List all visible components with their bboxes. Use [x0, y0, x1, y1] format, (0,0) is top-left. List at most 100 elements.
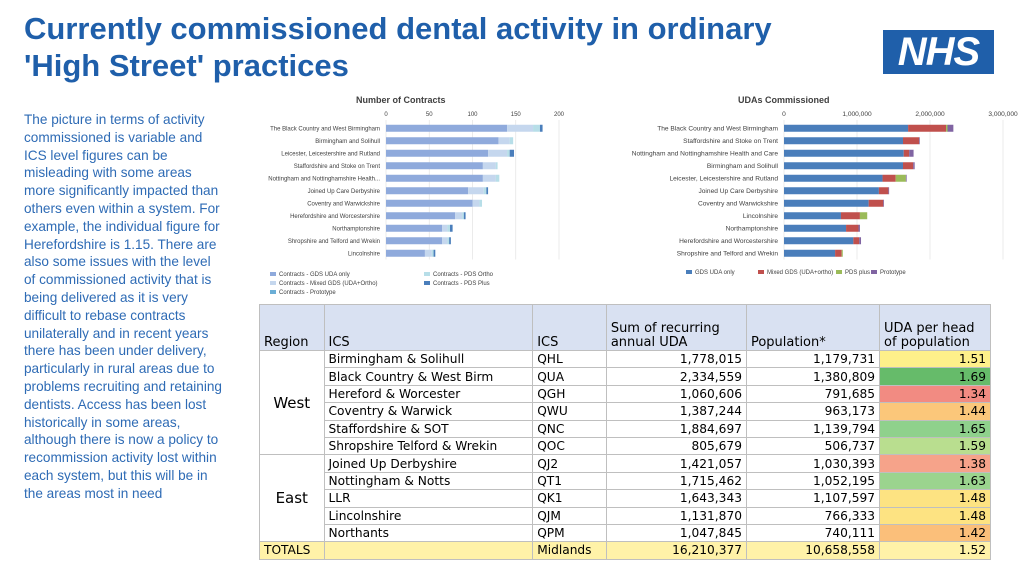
population-cell: 1,052,195	[745, 471, 881, 491]
table-row: Nottingham & Notts QT1 1,715,462 1,052,195 1…	[260, 471, 991, 491]
bar-segment	[482, 174, 496, 182]
uda-per-head-table: Region ICS ICS Sum of recurring annual U…	[259, 304, 991, 560]
legend-swatch	[424, 281, 430, 286]
bar-segment	[784, 137, 903, 145]
per-head-cell: 1.69	[879, 367, 991, 386]
category-label: Shropshire and Telford and Wrekin	[288, 239, 380, 245]
header-per-head: UDA per head of population	[879, 304, 991, 351]
bar-segment	[447, 224, 451, 232]
bar-segment	[386, 212, 456, 220]
bar-segment	[386, 224, 443, 232]
bar-segment	[903, 149, 910, 157]
per-head-cell: 1.44	[879, 402, 991, 421]
totals-uda-cell: 16,210,377	[605, 541, 747, 560]
legend-item: Contracts - Prototype	[270, 290, 336, 296]
ics-code-cell: QUA	[532, 367, 607, 386]
population-cell: 963,173	[745, 402, 881, 421]
uda-cell: 2,334,559	[605, 367, 747, 386]
bar-segment	[784, 174, 883, 182]
legend-item: Contracts - GDS UDA only	[270, 272, 350, 278]
header-uda: Sum of recurring annual UDA	[605, 304, 747, 351]
category-label: The Black Country and West Birmingham	[270, 126, 380, 132]
x-tick-label: 150	[511, 112, 522, 118]
bar-segment	[947, 124, 954, 132]
bar-segment	[472, 199, 480, 207]
table-row: West Birmingham & Solihull QHL 1,778,015 1,1…	[259, 349, 991, 456]
table-row: Coventry & Warwick QWU 1,387,244 963,173 1.4…	[260, 402, 991, 421]
x-tick-label: 200	[554, 112, 564, 118]
bar-segment	[386, 249, 425, 257]
ics-code-cell: QK1	[532, 489, 607, 508]
totals-population-cell: 10,658,558	[745, 541, 881, 560]
contracts-chart: 0 50 100 150 200 The Black Country and West B…	[268, 112, 564, 260]
population-cell: 506,737	[745, 436, 881, 456]
bar-segment	[888, 187, 890, 195]
legend-swatch	[836, 270, 842, 275]
ics-code-cell: QJ2	[532, 454, 607, 473]
body-text: The picture in terms of activity commiss…	[24, 112, 222, 501]
ics-name-cell: Staffordshire & SOT	[323, 419, 534, 438]
bar-segment	[539, 124, 543, 132]
bar-segment	[495, 174, 500, 182]
bar-segment	[442, 237, 448, 245]
ics-code-cell: QOC	[532, 436, 607, 456]
per-head-cell: 1.59	[879, 436, 991, 456]
bar-segment	[909, 149, 914, 157]
bar-segment	[386, 174, 483, 182]
per-head-cell: 1.48	[879, 506, 991, 525]
ics-name-cell: Nottingham & Notts	[323, 471, 534, 491]
uda-cell: 1,643,343	[605, 489, 747, 508]
bar-segment	[509, 149, 515, 157]
header-ics-name: ICS	[323, 304, 534, 351]
category-label: Nottingham and Nottinghamshire Health an…	[632, 150, 779, 157]
bar-segment	[463, 212, 466, 220]
bar-segment	[433, 249, 436, 257]
bar-segment	[784, 199, 869, 207]
legend-item: Contracts - PDS Plus	[424, 281, 490, 287]
legend-item: PDS plus	[836, 270, 870, 276]
bar-segment	[468, 187, 484, 195]
udas-legend: GDS UDA only Mixed GDS (UDA+ortho) PDS plu…	[686, 270, 926, 292]
bar-segment	[483, 187, 487, 195]
per-head-cell: 1.34	[879, 384, 991, 404]
legend-swatch	[270, 290, 276, 295]
contracts-chart-title: Number of Contracts	[356, 95, 446, 105]
bar-segment	[853, 237, 860, 245]
bar-segment	[859, 212, 868, 220]
ics-name-cell: Northants	[323, 523, 534, 543]
uda-cell: 805,679	[605, 436, 747, 456]
header-region: Region	[259, 304, 325, 351]
totals-code-cell: Midlands	[532, 541, 607, 560]
bar-segment	[883, 199, 885, 207]
bar-segment	[835, 249, 842, 257]
category-label: Birmingham and Solihull	[315, 139, 380, 145]
bar-segment	[840, 212, 860, 220]
ics-name-cell: Hereford & Worcester	[323, 384, 534, 404]
bar-segment	[846, 224, 859, 232]
ics-code-cell: QPM	[532, 523, 607, 543]
uda-cell: 1,778,015	[605, 349, 747, 369]
table-header-row: Region ICS ICS Sum of recurring annual U…	[259, 304, 991, 351]
bar-segment	[859, 237, 862, 245]
ics-code-cell: QNC	[532, 419, 607, 438]
legend-swatch	[270, 281, 276, 286]
table-row: Hereford & Worcester QGH 1,060,606 791,685 1…	[260, 384, 991, 404]
table-row: Staffordshire & SOT QNC 1,884,697 1,139,794…	[260, 419, 991, 438]
table-row: Northants QPM 1,047,845 740,111 1.42	[260, 523, 991, 543]
bar-segment	[784, 124, 909, 132]
category-label: Coventry and Warwickshire	[307, 201, 380, 207]
x-tick-label: 0	[782, 111, 786, 118]
table-row: Lincolnshire QJM 1,131,870 766,333 1.48	[260, 506, 991, 525]
legend-label: Mixed GDS (UDA+ortho)	[767, 270, 834, 276]
legend-label: GDS UDA only	[695, 270, 735, 276]
population-cell: 1,380,809	[745, 367, 881, 386]
bar-segment	[431, 249, 434, 257]
category-label: Birmingham and Solihull	[707, 163, 779, 170]
category-label: Northamptonshire	[726, 225, 779, 232]
bar-segment	[509, 137, 514, 145]
ics-name-cell: Coventry & Warwick	[323, 402, 534, 421]
per-head-cell: 1.48	[879, 489, 991, 508]
bar-segment	[424, 249, 432, 257]
bar-segment	[386, 187, 469, 195]
legend-label: Contracts - PDS Ortho	[433, 272, 494, 278]
